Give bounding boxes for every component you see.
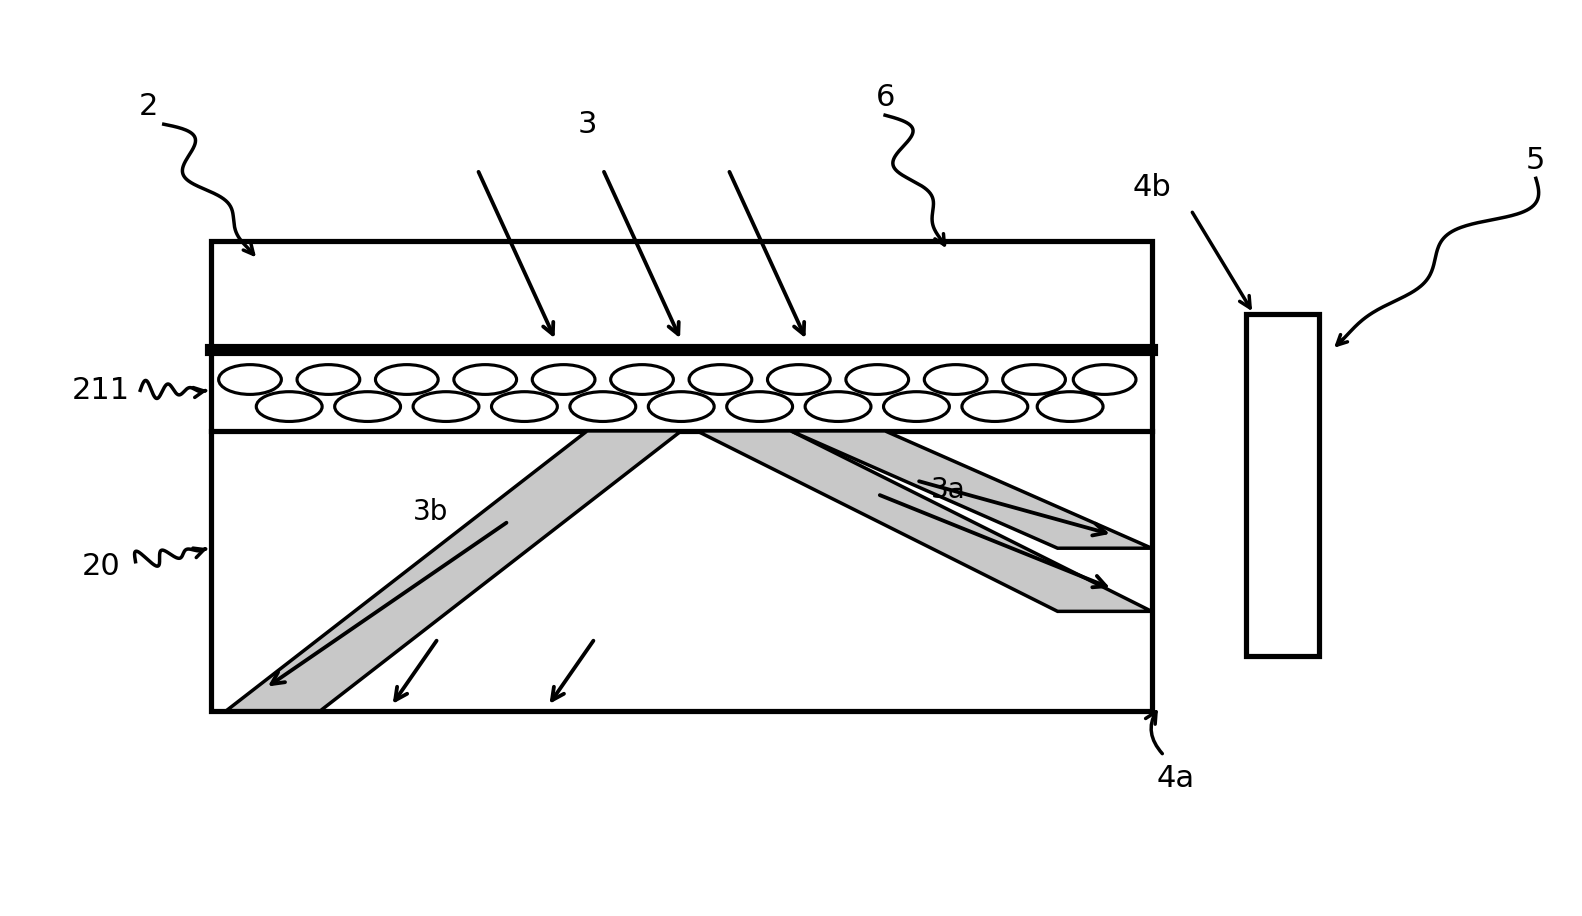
Ellipse shape [256, 392, 323, 421]
Text: 4a: 4a [1156, 764, 1194, 792]
Ellipse shape [846, 365, 908, 395]
Text: 5: 5 [1527, 146, 1546, 175]
Ellipse shape [1003, 365, 1065, 395]
Text: 3b: 3b [413, 498, 448, 526]
Text: 6: 6 [875, 82, 895, 112]
Ellipse shape [805, 392, 872, 421]
Polygon shape [226, 431, 682, 711]
Ellipse shape [924, 365, 987, 395]
Ellipse shape [375, 365, 438, 395]
Polygon shape [698, 431, 1152, 611]
Ellipse shape [335, 392, 400, 421]
Ellipse shape [1073, 365, 1136, 395]
Ellipse shape [690, 365, 751, 395]
Text: 20: 20 [82, 551, 120, 581]
Text: 211: 211 [71, 376, 130, 405]
Ellipse shape [611, 365, 674, 395]
Ellipse shape [532, 365, 595, 395]
Text: 2: 2 [138, 92, 158, 121]
Text: 3: 3 [577, 110, 596, 138]
Text: 3a: 3a [930, 475, 965, 504]
Ellipse shape [1038, 392, 1103, 421]
Ellipse shape [570, 392, 636, 421]
Ellipse shape [767, 365, 831, 395]
Ellipse shape [413, 392, 479, 421]
Ellipse shape [454, 365, 517, 395]
Polygon shape [791, 431, 1152, 548]
Ellipse shape [218, 365, 282, 395]
Ellipse shape [962, 392, 1028, 421]
Ellipse shape [649, 392, 713, 421]
Ellipse shape [883, 392, 949, 421]
Bar [1245, 313, 1319, 657]
Text: 4b: 4b [1133, 173, 1171, 202]
Ellipse shape [297, 365, 359, 395]
Ellipse shape [492, 392, 557, 421]
Bar [210, 242, 1152, 711]
Ellipse shape [726, 392, 793, 421]
